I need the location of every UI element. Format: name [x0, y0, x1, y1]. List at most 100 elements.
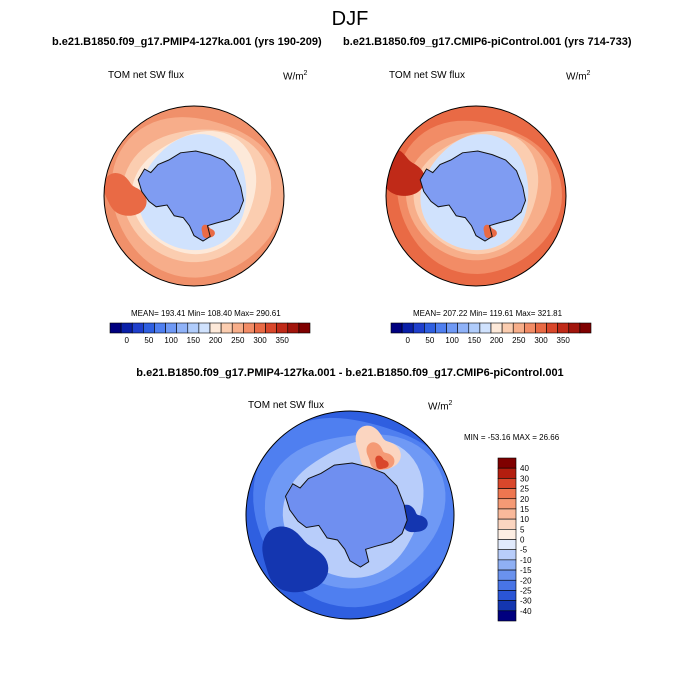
panel2-colorbar-swatch [524, 322, 536, 334]
panel2-colorbar-swatch [446, 322, 458, 334]
panel3-colorbar-swatch [497, 467, 517, 479]
panel3-colorbar-tick-label: -40 [520, 607, 532, 616]
panel2-stats: MEAN= 207.22 Min= 119.61 Max= 321.81 [413, 309, 563, 318]
panel1-map-border [103, 105, 285, 287]
panel3-colorbar-swatch [497, 488, 517, 500]
panel3-colorbar-swatch [497, 600, 517, 612]
panel1-colorbar-swatch [176, 322, 189, 334]
panel2-coastal-patch [483, 224, 497, 239]
panel2-colorbar-swatch [535, 322, 547, 334]
panel1-colorbar-swatch [131, 322, 144, 334]
panel1-colorbar: 0 50 100 150 200 250 300 350 [109, 322, 311, 345]
panel2-colorbar-swatch [401, 322, 414, 334]
panel1-colorbar-swatch [287, 322, 300, 334]
panel3-colorbar-swatch [497, 478, 517, 489]
panel3-colorbar-swatch [497, 559, 517, 571]
panel2-colorbar-tick-label: 300 [534, 336, 548, 345]
panel3-colorbar-swatch [497, 610, 517, 622]
panel1-coastal-patch [201, 224, 215, 239]
panel1-colorbar-tick-label: 50 [144, 336, 153, 345]
panel3-colorbar-tick-label: -15 [520, 566, 532, 575]
panel3-colorbar-swatch [497, 518, 517, 530]
panel1-colorbar-swatch [298, 322, 311, 334]
panel2-colorbar-swatch [424, 322, 436, 334]
panel2-colorbar-tick-label: 350 [557, 336, 571, 345]
panel2-colorbar-swatch [490, 322, 503, 334]
panel2-colorbar-tick-label: 200 [490, 336, 504, 345]
panel2-colorbar-swatch [568, 322, 581, 334]
panel2-variable-label: TOM net SW flux [389, 70, 465, 81]
panel1-colorbar-swatch [231, 322, 244, 334]
panel2-map [386, 106, 566, 286]
panel2-map-border [385, 105, 567, 287]
panel2-colorbar: 0 50 100 150 200 250 300 350 [390, 322, 592, 345]
panel2-colorbar-tick-label: 0 [405, 336, 410, 345]
panel1-colorbar-swatch [254, 322, 266, 334]
panel1-variable-label: TOM net SW flux [108, 70, 184, 81]
panel3-colorbar-tick-label: -30 [520, 597, 532, 606]
panel3-colorbar-tick-label: 30 [520, 474, 529, 483]
panel2-colorbar-tick-label: 50 [425, 336, 434, 345]
panel1-colorbar-tick-label: 0 [124, 336, 129, 345]
panel3-run-title: b.e21.B1850.f09_g17.PMIP4-127ka.001 - b.… [136, 367, 564, 379]
panel2-colorbar-swatch [457, 322, 470, 334]
panel3-anomaly-patch [375, 455, 389, 470]
panel1-colorbar-swatch [243, 322, 255, 334]
panel3-colorbar-tick-label: 10 [520, 515, 529, 524]
panel2-coastline [419, 150, 527, 242]
panel2-colorbar-swatch [435, 322, 447, 334]
panel1-colorbar-tick-label: 150 [187, 336, 201, 345]
panel2-colorbar-swatch [546, 322, 558, 334]
panel1-colorbar-swatch [209, 322, 222, 334]
panel3-colorbar-tick-label: -5 [520, 546, 528, 555]
panel1-coastline [137, 150, 245, 242]
panel3-colorbar-tick-label: 25 [520, 485, 529, 494]
panel1-run-title: b.e21.B1850.f09_g17.PMIP4-127ka.001 (yrs… [52, 36, 322, 48]
panel1-colorbar-swatch [165, 322, 177, 334]
panel1-colorbar-tick-label: 350 [276, 336, 290, 345]
panel2-colorbar-tick-label: 100 [445, 336, 459, 345]
panel3-colorbar-tick-label: 15 [520, 505, 529, 514]
panel2-colorbar-swatch [557, 322, 570, 334]
panel1-colorbar-swatch [265, 322, 277, 334]
panel3-colorbar-tick-label: -20 [520, 576, 532, 585]
panel3-map-border [245, 410, 455, 620]
panel3-colorbar-tick-label: 5 [520, 525, 525, 534]
panel1-colorbar-swatch [154, 322, 166, 334]
panel3-antarctica-field [285, 463, 408, 567]
panel1-colorbar-tick-label: 300 [253, 336, 267, 345]
panel3-colorbar-tick-label: 20 [520, 495, 529, 504]
panel2-run-title: b.e21.B1850.f09_g17.CMIP6-piControl.001 … [343, 36, 632, 48]
panel1-antarctica-field [138, 151, 244, 241]
panel1-units: W/m2 [283, 70, 308, 83]
figure-title: DJF [331, 8, 369, 30]
panel1-anomaly-patch [104, 173, 147, 216]
panel2-colorbar-swatch [412, 322, 425, 334]
panel3-colorbar-swatch [497, 590, 517, 601]
panel1-colorbar-swatch [198, 322, 211, 334]
panel3-units: W/m2 [428, 400, 453, 413]
panel1-colorbar-swatch [187, 322, 200, 334]
panel3-colorbar-swatch [497, 549, 517, 561]
panel2-colorbar-swatch [468, 322, 481, 334]
panel3-colorbar-swatch [497, 529, 517, 540]
panel3-colorbar-swatch [497, 457, 517, 469]
panel3-colorbar-swatch [497, 498, 517, 510]
panel3-anomaly-patch [399, 504, 428, 533]
panel1-colorbar-tick-label: 200 [209, 336, 223, 345]
panel2-colorbar-swatch [390, 322, 403, 334]
panel2-colorbar-swatch [579, 322, 592, 334]
panel1-colorbar-tick-label: 250 [231, 336, 245, 345]
panel1-map [104, 106, 284, 286]
panel2-units: W/m2 [566, 70, 591, 83]
panel3-stats: MIN = -53.16 MAX = 26.66 [464, 433, 560, 442]
panel2-colorbar-tick-label: 150 [468, 336, 482, 345]
panel3-colorbar-tick-label: -10 [520, 556, 532, 565]
panel3-variable-label: TOM net SW flux [248, 400, 324, 411]
panel2-colorbar-swatch [479, 322, 492, 334]
panel2-antarctica-field [420, 151, 526, 241]
panel3-coastline [284, 462, 408, 568]
panel1-colorbar-swatch [276, 322, 289, 334]
